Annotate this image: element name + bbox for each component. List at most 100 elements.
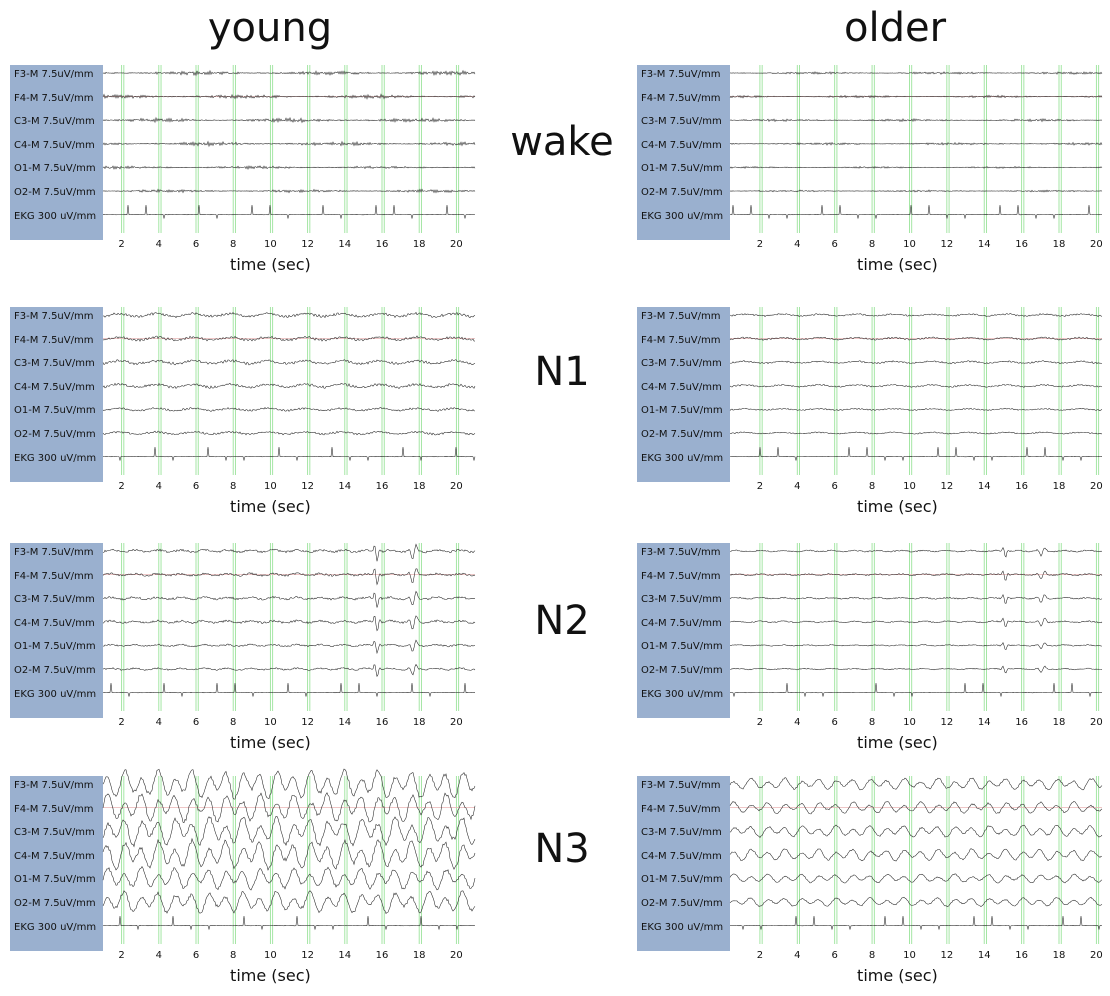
channel-label-box: F3-M 7.5uV/mm F4-M 7.5uV/mm C3-M 7.5uV/mm C…	[10, 776, 103, 951]
x-tick-label: 4	[155, 481, 162, 492]
x-tick-label: 14	[338, 481, 352, 492]
channel-label: F4-M 7.5uV/mm	[641, 803, 721, 815]
channel-label: C4-M 7.5uV/mm	[14, 617, 95, 629]
channel-label: EKG 300 uV/mm	[14, 452, 97, 464]
channel-label: EKG 300 uV/mm	[14, 921, 97, 933]
trace-o1-m	[102, 866, 476, 891]
trace-f4-m	[729, 800, 1103, 815]
eeg-plot	[102, 543, 476, 711]
channel-label: O1-M 7.5uV/mm	[14, 641, 96, 653]
channel-label: F3-M 7.5uV/mm	[641, 780, 721, 791]
stage-label-wake: wake	[510, 119, 614, 165]
eeg-plot	[102, 768, 476, 944]
trace-o2-m	[102, 430, 476, 436]
title-young: young	[207, 5, 333, 51]
channel-label: C4-M 7.5uV/mm	[641, 139, 722, 151]
channel-label: F3-M 7.5uV/mm	[14, 69, 94, 80]
trace-c4-m	[729, 848, 1103, 862]
channel-label: EKG 300 uV/mm	[14, 688, 97, 700]
x-tick-label: 18	[1052, 950, 1066, 961]
channel-label: F3-M 7.5uV/mm	[14, 780, 94, 791]
x-tick-label: 14	[977, 481, 991, 492]
stage-label-n2: N2	[534, 598, 590, 644]
x-tick-label: 6	[831, 239, 838, 250]
x-tick-label: 20	[450, 239, 463, 250]
channel-label: F4-M 7.5uV/mm	[14, 803, 94, 815]
eeg-plot	[729, 307, 1103, 475]
trace-f4-m	[102, 792, 476, 824]
x-tick-label: 10	[264, 950, 277, 961]
trace-c4-m	[102, 837, 476, 871]
x-axis-label: time (sec)	[857, 733, 938, 752]
x-tick-label: 8	[230, 481, 237, 492]
x-tick-label: 14	[338, 717, 352, 728]
trace-o1-m	[102, 165, 476, 171]
channel-label: F4-M 7.5uV/mm	[641, 92, 721, 104]
trace-o1-m	[729, 873, 1103, 884]
x-tick-label: 16	[1015, 717, 1028, 728]
trace-f3-m	[729, 777, 1103, 791]
x-tick-label: 10	[264, 239, 277, 250]
trace-c3-m	[102, 359, 476, 366]
trace-c4-m	[102, 140, 476, 148]
trace-f4-m	[102, 568, 476, 586]
x-tick-label: 2	[756, 239, 764, 250]
channel-label: O1-M 7.5uV/mm	[641, 163, 723, 175]
x-tick-label: 14	[338, 239, 352, 250]
channel-label: F3-M 7.5uV/mm	[641, 311, 721, 322]
trace-f4-m	[729, 570, 1103, 581]
channel-label: O2-M 7.5uV/mm	[641, 898, 723, 909]
trace-c3-m	[729, 593, 1103, 604]
x-tick-label: 18	[412, 239, 426, 250]
x-tick-label: 20	[450, 481, 463, 492]
x-tick-label: 8	[868, 717, 876, 728]
x-tick-label: 16	[375, 950, 389, 961]
channel-label: EKG 300 uV/mm	[641, 210, 724, 222]
trace-c3-m	[729, 824, 1103, 839]
channel-label: O1-M 7.5uV/mm	[641, 874, 723, 886]
x-tick-label: 4	[155, 950, 162, 961]
x-tick-label: 18	[1052, 481, 1066, 492]
trace-c3-m	[729, 360, 1103, 365]
x-tick-label: 20	[1090, 239, 1103, 250]
x-axis-label: time (sec)	[230, 497, 311, 516]
x-tick-label: 2	[756, 481, 764, 492]
channel-label: F4-M 7.5uV/mm	[14, 92, 94, 104]
x-tick-label: 2	[118, 481, 125, 492]
x-tick-label: 18	[1052, 239, 1066, 250]
x-tick-label: 6	[192, 239, 200, 250]
x-tick-label: 20	[1090, 717, 1103, 728]
x-tick-label: 10	[903, 239, 916, 250]
trace-c4-m	[729, 141, 1103, 146]
channel-label: O1-M 7.5uV/mm	[14, 405, 96, 417]
channel-label: F4-M 7.5uV/mm	[641, 570, 721, 582]
x-tick-label: 8	[868, 481, 876, 492]
trace-c3-m	[103, 590, 476, 608]
channel-label-box: F3-M 7.5uV/mm F4-M 7.5uV/mm C3-M 7.5uV/mm C…	[10, 65, 103, 240]
channel-label: C4-M 7.5uV/mm	[14, 850, 95, 862]
channel-label-box: F3-M 7.5uV/mm F4-M 7.5uV/mm C3-M 7.5uV/mm C…	[637, 65, 730, 240]
x-tick-label: 2	[118, 239, 125, 250]
x-tick-label: 10	[903, 950, 916, 961]
channel-label: C4-M 7.5uV/mm	[641, 850, 722, 862]
x-tick-label: 2	[756, 717, 764, 728]
x-tick-label: 4	[155, 239, 162, 250]
x-tick-label: 20	[1090, 950, 1103, 961]
x-tick-label: 12	[940, 950, 954, 961]
x-tick-label: 20	[450, 950, 463, 961]
x-tick-label: 14	[977, 950, 991, 961]
channel-label: EKG 300 uV/mm	[641, 921, 724, 933]
x-tick-label: 12	[301, 481, 314, 492]
trace-o1-m	[729, 165, 1103, 169]
x-tick-label: 12	[940, 717, 954, 728]
trace-ekg	[102, 682, 476, 698]
x-tick-label: 2	[118, 950, 125, 961]
x-tick-label: 6	[192, 481, 200, 492]
channel-label: O1-M 7.5uV/mm	[14, 874, 96, 886]
x-tick-label: 16	[1015, 239, 1028, 250]
channel-label-box: F3-M 7.5uV/mm F4-M 7.5uV/mm C3-M 7.5uV/mm C…	[637, 776, 730, 951]
eeg-plot	[729, 65, 1103, 233]
x-tick-label: 12	[301, 239, 314, 250]
x-axis-label: time (sec)	[230, 733, 311, 752]
channel-label: O2-M 7.5uV/mm	[641, 429, 723, 440]
